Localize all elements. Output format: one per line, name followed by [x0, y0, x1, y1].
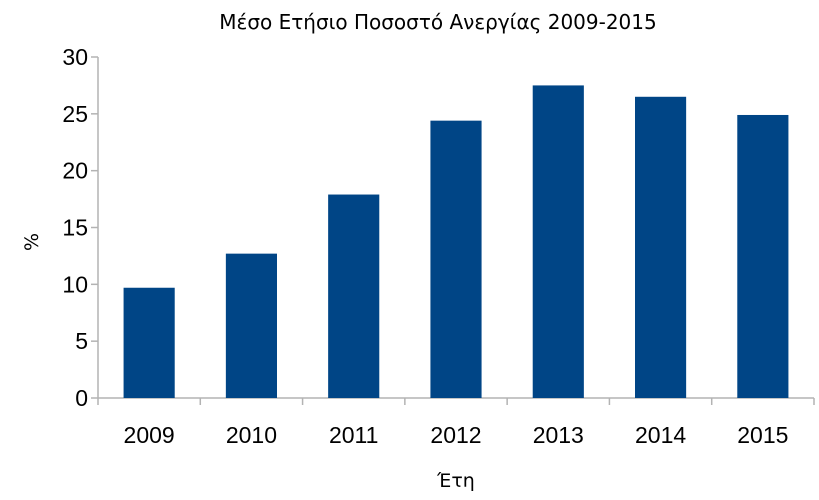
x-tick-label: 2009: [124, 422, 175, 448]
x-axis-title: Έτη: [436, 470, 475, 492]
x-axis: 2009 2010 2011 2012 2013 2014 2015: [97, 397, 815, 448]
chart-title: Μέσο Ετήσιο Ποσοστό Ανεργίας 2009-2015: [219, 10, 656, 34]
x-tick-label: 2015: [737, 422, 788, 448]
bar-2013: [532, 85, 584, 399]
x-tick-label: 2010: [226, 422, 277, 448]
x-tick-label: 2013: [533, 422, 584, 448]
y-tick-label: 25: [62, 101, 88, 127]
y-axis: 0 5 10 15 20 25 30: [62, 44, 99, 411]
bar-2010: [225, 253, 277, 398]
y-tick-label: 30: [62, 44, 88, 70]
y-tick-label: 20: [62, 158, 88, 184]
bar-2009: [123, 287, 175, 398]
y-axis-title: %: [21, 233, 43, 251]
bars: [123, 85, 789, 399]
x-tick-label: 2014: [635, 422, 686, 448]
x-tick-label: 2011: [329, 422, 378, 448]
bar-2014: [635, 96, 687, 399]
bar-2011: [328, 194, 380, 398]
y-tick-label: 0: [75, 385, 88, 411]
bar-2012: [430, 120, 482, 399]
y-tick-label: 10: [62, 271, 88, 297]
y-tick-label: 15: [62, 215, 88, 241]
bar-2015: [737, 114, 789, 398]
y-tick-label: 5: [75, 328, 88, 354]
x-tick-label: 2012: [430, 422, 481, 448]
